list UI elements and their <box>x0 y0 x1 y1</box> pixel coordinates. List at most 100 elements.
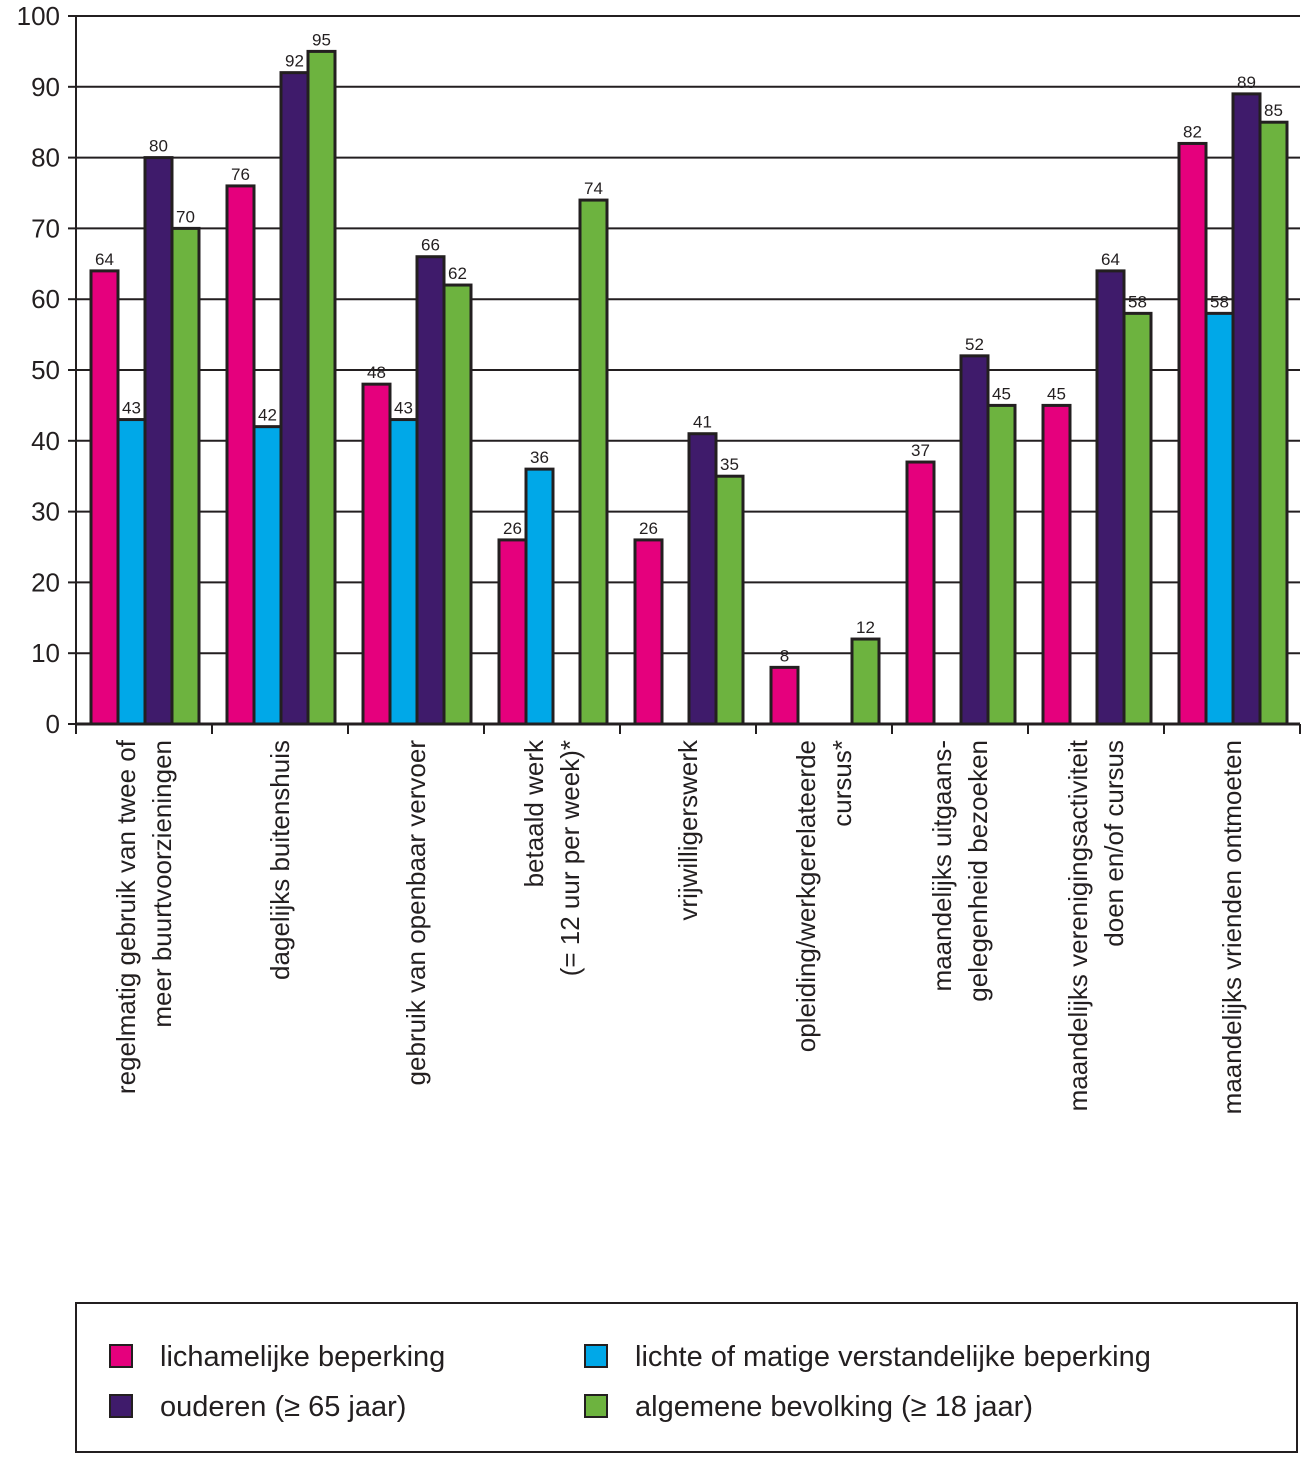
bar <box>415 255 446 726</box>
bar <box>116 418 147 726</box>
bar <box>578 198 609 726</box>
legend-box <box>75 1302 1298 1453</box>
value-label: 64 <box>1101 250 1120 269</box>
value-label: 41 <box>693 413 712 432</box>
value-label: 80 <box>149 137 168 156</box>
x-tick-label: maandelijks verenigingsactiviteit doen en… <box>1063 739 1129 1111</box>
bar <box>986 403 1017 726</box>
x-tick-label-line: doen en/of cursus <box>1099 740 1129 947</box>
x-tick-label-line: gelegenheid bezoeken <box>963 740 993 1002</box>
value-label: 74 <box>584 179 603 198</box>
bar <box>1122 311 1153 726</box>
bar <box>89 269 120 726</box>
value-label: 45 <box>1047 384 1066 403</box>
legend-label: lichte of matige verstandelijke beperkin… <box>635 1341 1151 1373</box>
bar <box>1095 269 1126 726</box>
legend-label: lichamelijke beperking <box>160 1341 445 1373</box>
bar <box>442 283 473 726</box>
x-tick-label-line: betaald werk <box>519 739 549 887</box>
y-tick-label: 70 <box>31 213 60 243</box>
x-tick-label-line: gebruik van openbaar vervoer <box>401 740 431 1086</box>
value-label: 26 <box>639 519 658 538</box>
legend-swatch <box>584 1344 608 1368</box>
bar <box>170 226 201 726</box>
value-label: 62 <box>448 264 467 283</box>
x-tick-label-line: (= 12 uur per week)* <box>555 740 585 976</box>
bar <box>143 156 174 726</box>
y-tick-label: 90 <box>31 72 60 102</box>
bar <box>361 382 392 726</box>
value-label: 52 <box>965 335 984 354</box>
legend-label: algemene bevolking (≥ 18 jaar) <box>635 1391 1033 1423</box>
value-label: 92 <box>285 52 304 71</box>
x-tick-label-line: maandelijks uitgaans- <box>927 740 957 991</box>
y-tick-label: 10 <box>31 638 60 668</box>
value-label: 43 <box>122 399 141 418</box>
bar <box>850 637 881 726</box>
bar <box>1041 403 1072 726</box>
bar <box>497 538 528 726</box>
bar <box>769 665 800 726</box>
x-tick-label-line: regelmatig gebruik van twee of <box>111 739 141 1094</box>
y-tick-label: 20 <box>31 567 60 597</box>
value-label: 76 <box>231 165 250 184</box>
x-tick-label: opleiding/werkgerelateerde cursus* <box>791 740 857 1052</box>
bar <box>524 467 555 726</box>
bar <box>714 474 745 726</box>
x-tick-label: maandelijks vrienden ontmoeten <box>1217 740 1247 1114</box>
bar <box>1177 141 1208 726</box>
bar <box>905 460 936 726</box>
y-tick-label: 0 <box>46 709 60 739</box>
bar <box>959 354 990 726</box>
x-tick-label: dagelijks buitenshuis <box>265 740 295 980</box>
value-label: 58 <box>1210 292 1229 311</box>
value-label: 35 <box>720 455 739 474</box>
legend-label: ouderen (≥ 65 jaar) <box>160 1391 406 1423</box>
x-tick-label-line: maandelijks vrienden ontmoeten <box>1217 740 1247 1114</box>
value-label: 58 <box>1128 292 1147 311</box>
value-label: 42 <box>258 406 277 425</box>
x-tick-label-line: opleiding/werkgerelateerde <box>791 740 821 1052</box>
bar <box>1204 311 1235 726</box>
x-tick-label: vrijwilligerswerk <box>673 739 703 921</box>
bar <box>1258 120 1289 726</box>
bar <box>279 71 310 726</box>
value-label: 85 <box>1264 101 1283 120</box>
bar <box>306 49 337 726</box>
y-tick-label: 30 <box>31 497 60 527</box>
value-label: 43 <box>394 399 413 418</box>
x-tick-label: gebruik van openbaar vervoer <box>401 740 431 1086</box>
x-tick-label: regelmatig gebruik van twee of meer buurt… <box>111 739 177 1094</box>
x-tick-label: maandelijks uitgaans-gelegenheid bezoeke… <box>927 740 993 1002</box>
bar <box>388 418 419 726</box>
value-label: 82 <box>1183 122 1202 141</box>
value-label: 12 <box>856 618 875 637</box>
x-tick-label: betaald werk (= 12 uur per week)* <box>519 739 585 976</box>
y-tick-label: 80 <box>31 143 60 173</box>
value-label: 89 <box>1237 73 1256 92</box>
legend-swatch <box>109 1394 133 1418</box>
x-tick-label-line: cursus* <box>827 740 857 827</box>
x-tick-label-line: maandelijks verenigingsactiviteit <box>1063 739 1093 1111</box>
value-label: 36 <box>530 448 549 467</box>
value-label: 64 <box>95 250 114 269</box>
value-label: 48 <box>367 363 386 382</box>
x-tick-label-line: meer buurtvoorzieningen <box>147 740 177 1028</box>
value-label: 70 <box>176 207 195 226</box>
legend-swatch <box>584 1394 608 1418</box>
value-label: 95 <box>312 30 331 49</box>
value-label: 37 <box>911 441 930 460</box>
bar <box>225 184 256 726</box>
y-tick-label: 100 <box>17 1 60 31</box>
value-label: 26 <box>503 519 522 538</box>
y-tick-label: 50 <box>31 355 60 385</box>
value-label: 66 <box>421 236 440 255</box>
bar <box>252 425 283 726</box>
legend-swatch <box>109 1344 133 1368</box>
value-label: 8 <box>780 646 789 665</box>
x-tick-label-line: dagelijks buitenshuis <box>265 740 295 980</box>
x-tick-label-line: vrijwilligerswerk <box>673 739 703 921</box>
y-tick-label: 40 <box>31 426 60 456</box>
bar <box>687 432 718 726</box>
